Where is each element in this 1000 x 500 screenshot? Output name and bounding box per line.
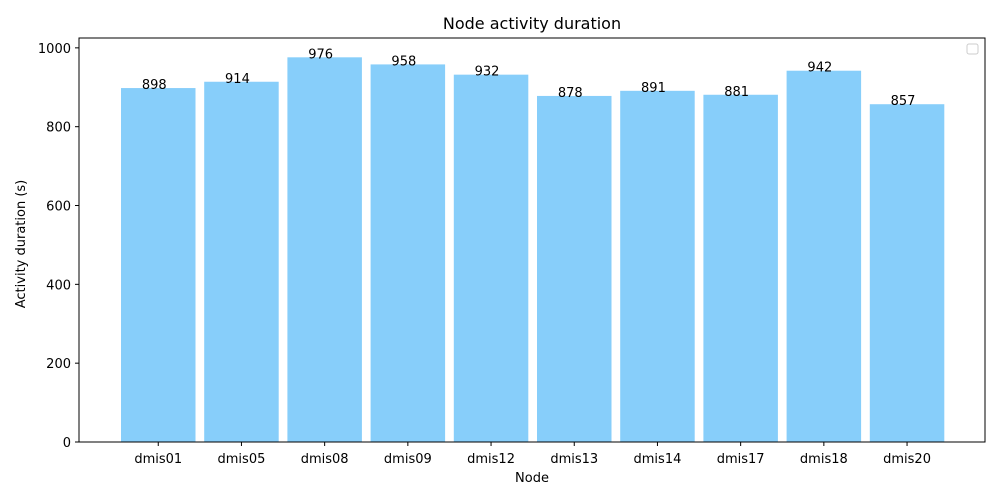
x-tick-label: dmis09 xyxy=(384,452,432,467)
x-tick-label: dmis17 xyxy=(717,452,765,467)
y-axis: 0 200 400 600 800 1000 xyxy=(38,42,79,451)
x-tick-label: dmis01 xyxy=(134,452,182,467)
legend-box xyxy=(966,43,979,55)
x-tick-label: dmis14 xyxy=(634,452,682,467)
data-label-dmis08: 976 xyxy=(308,47,333,62)
plot-frame xyxy=(78,37,986,443)
chart-title: Node activity duration xyxy=(443,14,621,33)
bar-dmis12 xyxy=(453,74,529,442)
bar-dmis17 xyxy=(703,94,778,442)
data-label-dmis01: 898 xyxy=(142,78,167,93)
data-label-dmis05: 914 xyxy=(225,72,250,87)
data-label-dmis20: 857 xyxy=(891,94,916,109)
y-axis-label: Activity duration (s) xyxy=(14,180,29,309)
data-label-dmis09: 958 xyxy=(391,54,416,69)
bar-dmis09 xyxy=(370,64,446,442)
bar-dmis08 xyxy=(287,57,362,442)
y-tick-label: 1000 xyxy=(38,42,71,57)
bar-dmis01 xyxy=(121,88,196,443)
x-tick-label: dmis20 xyxy=(883,452,931,467)
x-axis-label: Node xyxy=(515,471,549,486)
data-label-dmis13: 878 xyxy=(558,86,583,101)
data-label-dmis14: 891 xyxy=(641,81,666,96)
data-labels-group: 898 914 976 958 932 878 891 881 942 857 xyxy=(142,47,916,109)
bar-dmis20 xyxy=(869,104,945,442)
data-label-dmis18: 942 xyxy=(807,61,832,76)
y-tick-label: 600 xyxy=(46,200,71,215)
y-tick-label: 400 xyxy=(46,278,71,293)
x-axis: dmis01 dmis05 dmis08 dmis09 dmis12 dmis13 dmis… xyxy=(134,442,931,467)
bar-dmis05 xyxy=(204,81,279,442)
data-label-dmis17: 881 xyxy=(724,85,749,100)
bars-group xyxy=(121,57,945,443)
y-tick-label: 0 xyxy=(63,436,71,451)
bar-dmis18 xyxy=(786,70,862,443)
x-tick-label: dmis12 xyxy=(467,452,515,467)
x-tick-label: dmis08 xyxy=(301,452,349,467)
data-label-dmis12: 932 xyxy=(475,65,500,80)
x-tick-label: dmis13 xyxy=(550,452,598,467)
x-tick-label: dmis05 xyxy=(218,452,266,467)
y-tick-label: 800 xyxy=(46,121,71,136)
y-tick-label: 200 xyxy=(46,357,71,372)
bar-dmis13 xyxy=(537,95,612,442)
bar-dmis14 xyxy=(620,90,695,442)
x-tick-label: dmis18 xyxy=(800,452,848,467)
